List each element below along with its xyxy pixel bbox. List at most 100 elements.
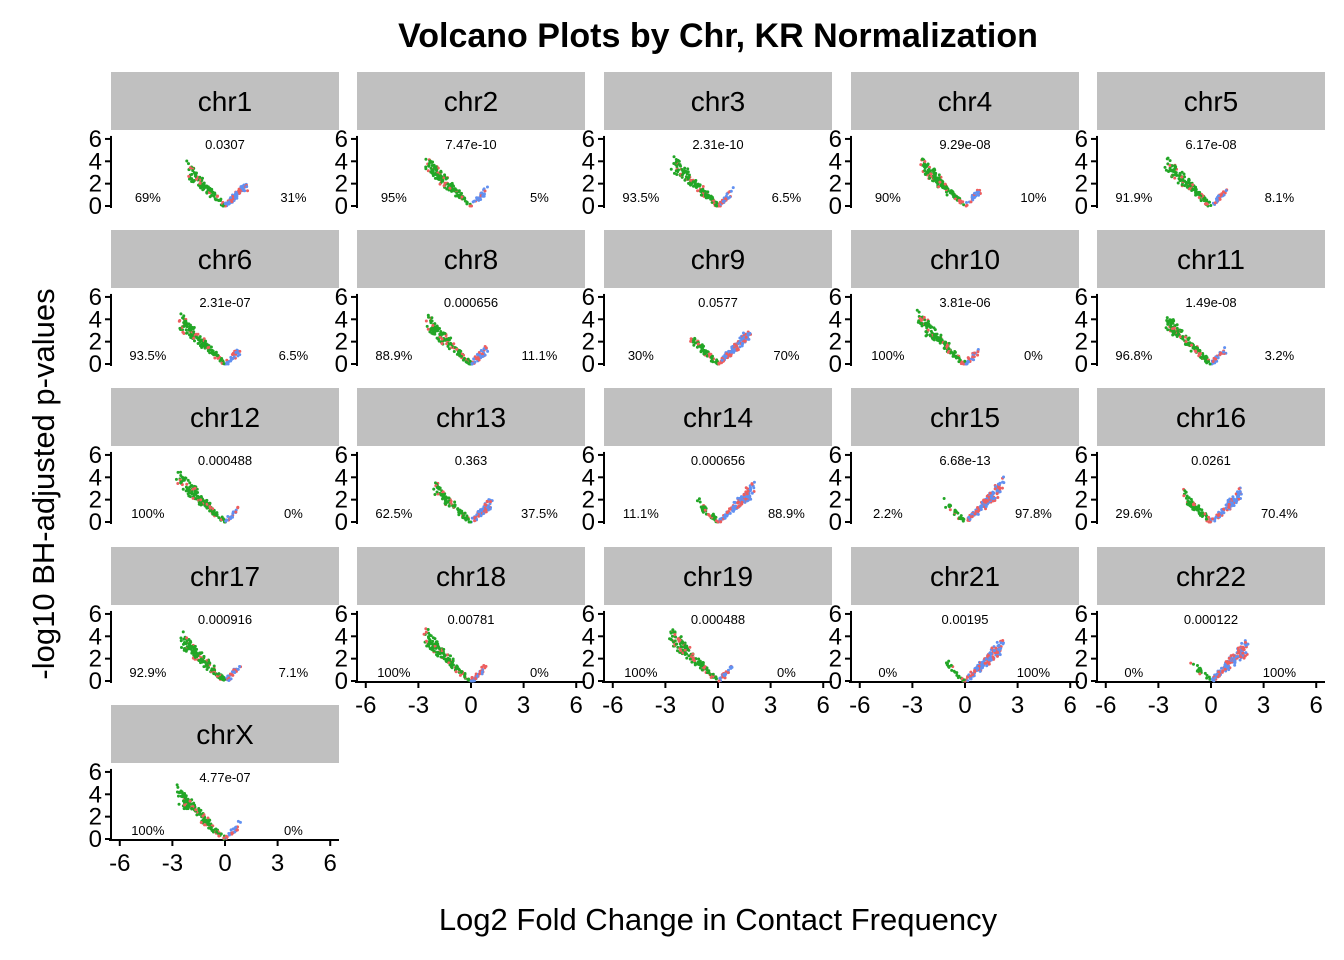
data-point — [483, 666, 487, 670]
data-point — [970, 512, 974, 516]
data-point — [203, 345, 207, 349]
data-point — [698, 183, 702, 187]
data-point — [947, 341, 951, 345]
data-point — [737, 341, 741, 345]
data-point — [1216, 675, 1220, 679]
data-point — [184, 328, 188, 332]
data-point — [451, 660, 455, 664]
data-point — [712, 517, 716, 521]
data-point — [469, 679, 473, 683]
y-tick-label: 6 — [1075, 126, 1088, 153]
data-point — [714, 203, 718, 207]
pvalue-annotation: 0.000656 — [691, 453, 745, 468]
x-tick-label: 3 — [1257, 692, 1270, 719]
data-point — [460, 195, 464, 199]
data-point — [185, 648, 189, 652]
data-point — [459, 354, 463, 358]
y-tick-label: 4 — [582, 464, 595, 491]
data-point — [431, 642, 435, 646]
data-point — [463, 511, 467, 515]
x-tick-label: -3 — [408, 692, 429, 719]
y-tick-label: 0 — [582, 351, 595, 378]
data-point — [193, 655, 197, 659]
data-point — [205, 505, 209, 509]
data-point — [996, 496, 1000, 500]
data-point — [461, 516, 465, 520]
strip-label: chr6 — [198, 244, 252, 275]
y-tick-label: 0 — [582, 509, 595, 536]
data-point — [717, 679, 721, 683]
data-point — [976, 353, 980, 357]
data-point — [990, 646, 994, 650]
x-tick-label: -6 — [1095, 692, 1116, 719]
data-point — [206, 349, 210, 353]
data-point — [1205, 673, 1209, 677]
data-point — [1191, 183, 1195, 187]
data-point — [1171, 173, 1175, 177]
data-point — [938, 180, 942, 184]
data-point — [188, 647, 192, 651]
data-point — [1001, 639, 1005, 643]
strip-background — [1097, 388, 1325, 446]
data-point — [213, 192, 217, 196]
data-point — [445, 342, 449, 346]
data-point — [234, 510, 238, 514]
data-point — [460, 511, 464, 515]
data-point — [701, 662, 705, 666]
pvalue-annotation: 6.68e-13 — [939, 453, 990, 468]
data-point — [954, 510, 958, 514]
data-point — [188, 325, 192, 329]
y-tick-label: 4 — [89, 781, 102, 808]
data-point — [442, 647, 446, 651]
data-point — [669, 631, 673, 635]
data-point — [1166, 162, 1170, 166]
data-point — [947, 659, 951, 663]
y-tick-label: 0 — [89, 351, 102, 378]
data-point — [185, 331, 189, 335]
data-point — [217, 516, 221, 520]
y-tick-label: 0 — [335, 351, 348, 378]
data-point — [964, 200, 968, 204]
data-point — [938, 341, 942, 345]
data-point — [196, 341, 200, 345]
data-point — [480, 191, 484, 195]
strip-label: chr14 — [683, 402, 753, 433]
data-point — [1189, 349, 1193, 353]
data-point — [467, 678, 471, 682]
data-point — [176, 794, 180, 798]
y-tick-label: 0 — [1075, 509, 1088, 536]
data-point — [1241, 651, 1245, 655]
data-point — [989, 496, 993, 500]
data-point — [729, 189, 733, 193]
data-point — [955, 673, 959, 677]
data-point — [944, 190, 948, 194]
data-point — [461, 358, 465, 362]
data-point — [465, 514, 469, 518]
data-point — [969, 670, 973, 674]
strip-label: chr3 — [691, 86, 745, 117]
data-point — [1218, 197, 1222, 201]
data-point — [1187, 179, 1191, 183]
data-point — [445, 176, 449, 180]
data-point — [187, 804, 191, 808]
data-point — [182, 648, 186, 652]
data-point — [675, 165, 679, 169]
data-point — [734, 504, 738, 508]
data-point — [974, 509, 978, 513]
data-point — [427, 161, 431, 165]
data-point — [1198, 672, 1202, 676]
data-point — [481, 512, 485, 516]
y-tick-label: 4 — [89, 623, 102, 650]
right-percent-annotation: 0% — [530, 665, 549, 680]
data-point — [432, 487, 436, 491]
data-point — [429, 166, 433, 170]
data-point — [207, 826, 211, 830]
data-point — [222, 836, 226, 840]
data-point — [486, 504, 490, 508]
data-point — [673, 632, 677, 636]
data-point — [435, 490, 439, 494]
left-percent-annotation: 92.9% — [129, 665, 166, 680]
data-point — [916, 320, 920, 324]
data-point — [176, 470, 180, 474]
